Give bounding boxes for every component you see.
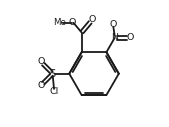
Text: O: O <box>37 57 45 66</box>
Text: O: O <box>69 18 76 27</box>
Text: O: O <box>37 81 45 90</box>
Text: Me: Me <box>53 18 66 27</box>
Text: N: N <box>111 33 118 42</box>
Text: O: O <box>89 15 96 24</box>
Text: S: S <box>50 69 56 79</box>
Text: Cl: Cl <box>49 87 59 96</box>
Text: O: O <box>110 20 117 29</box>
Text: O: O <box>126 33 134 42</box>
